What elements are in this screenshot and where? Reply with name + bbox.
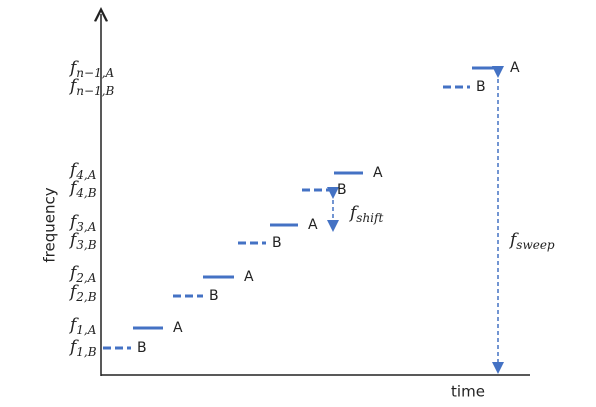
- subscript: 4,B: [75, 186, 96, 200]
- y-level-label: f2,B: [68, 282, 97, 304]
- symbol: f: [68, 178, 79, 198]
- subscript: shift: [356, 211, 383, 225]
- subscript: 1,A: [76, 323, 96, 337]
- y-level-label: f4,A: [68, 160, 97, 182]
- segment-label: B: [137, 340, 147, 356]
- y-level-label: f3,A: [68, 212, 97, 234]
- segment-label: A: [244, 269, 254, 285]
- y-level-label: f1,A: [68, 315, 97, 337]
- segment-label: A: [510, 60, 520, 76]
- symbol: f: [348, 203, 359, 223]
- symbol: f: [68, 58, 79, 78]
- sweep-label: fsweep: [508, 230, 555, 252]
- symbol: f: [68, 230, 79, 250]
- y-level-label: fn−1,B: [68, 76, 115, 98]
- symbol: f: [68, 282, 79, 302]
- symbol: f: [68, 76, 79, 96]
- y-level-label: f1,B: [68, 337, 97, 359]
- subscript: n−1,A: [76, 66, 114, 80]
- x-axis-label: time: [451, 383, 485, 401]
- symbol: f: [508, 230, 519, 250]
- symbol: f: [68, 160, 79, 180]
- y-level-label: f3,B: [68, 230, 97, 252]
- subscript: 3,A: [76, 220, 96, 234]
- y-level-label: f2,A: [68, 263, 97, 285]
- subscript: 2,B: [75, 290, 96, 304]
- segment-label: B: [272, 235, 282, 251]
- y-level-label: f4,B: [68, 178, 97, 200]
- segment-label: A: [308, 217, 318, 233]
- y-level-label: fn−1,A: [68, 58, 115, 80]
- symbol: f: [68, 315, 79, 335]
- subscript: 1,B: [76, 345, 96, 359]
- segment-label: A: [173, 320, 183, 336]
- y-axis-label: frequency: [41, 187, 59, 262]
- segment-label: B: [209, 288, 219, 304]
- subscript: 3,B: [76, 238, 96, 252]
- shift-label: fshift: [348, 203, 383, 225]
- segment-label: B: [337, 182, 347, 198]
- subscript: 2,A: [75, 271, 96, 285]
- subscript: n−1,B: [76, 84, 114, 98]
- subscript: 4,A: [75, 168, 96, 182]
- segment-label: A: [373, 165, 383, 181]
- segment-label: B: [476, 79, 486, 95]
- symbol: f: [68, 337, 79, 357]
- symbol: f: [68, 212, 79, 232]
- subscript: sweep: [516, 238, 555, 252]
- symbol: f: [68, 263, 79, 283]
